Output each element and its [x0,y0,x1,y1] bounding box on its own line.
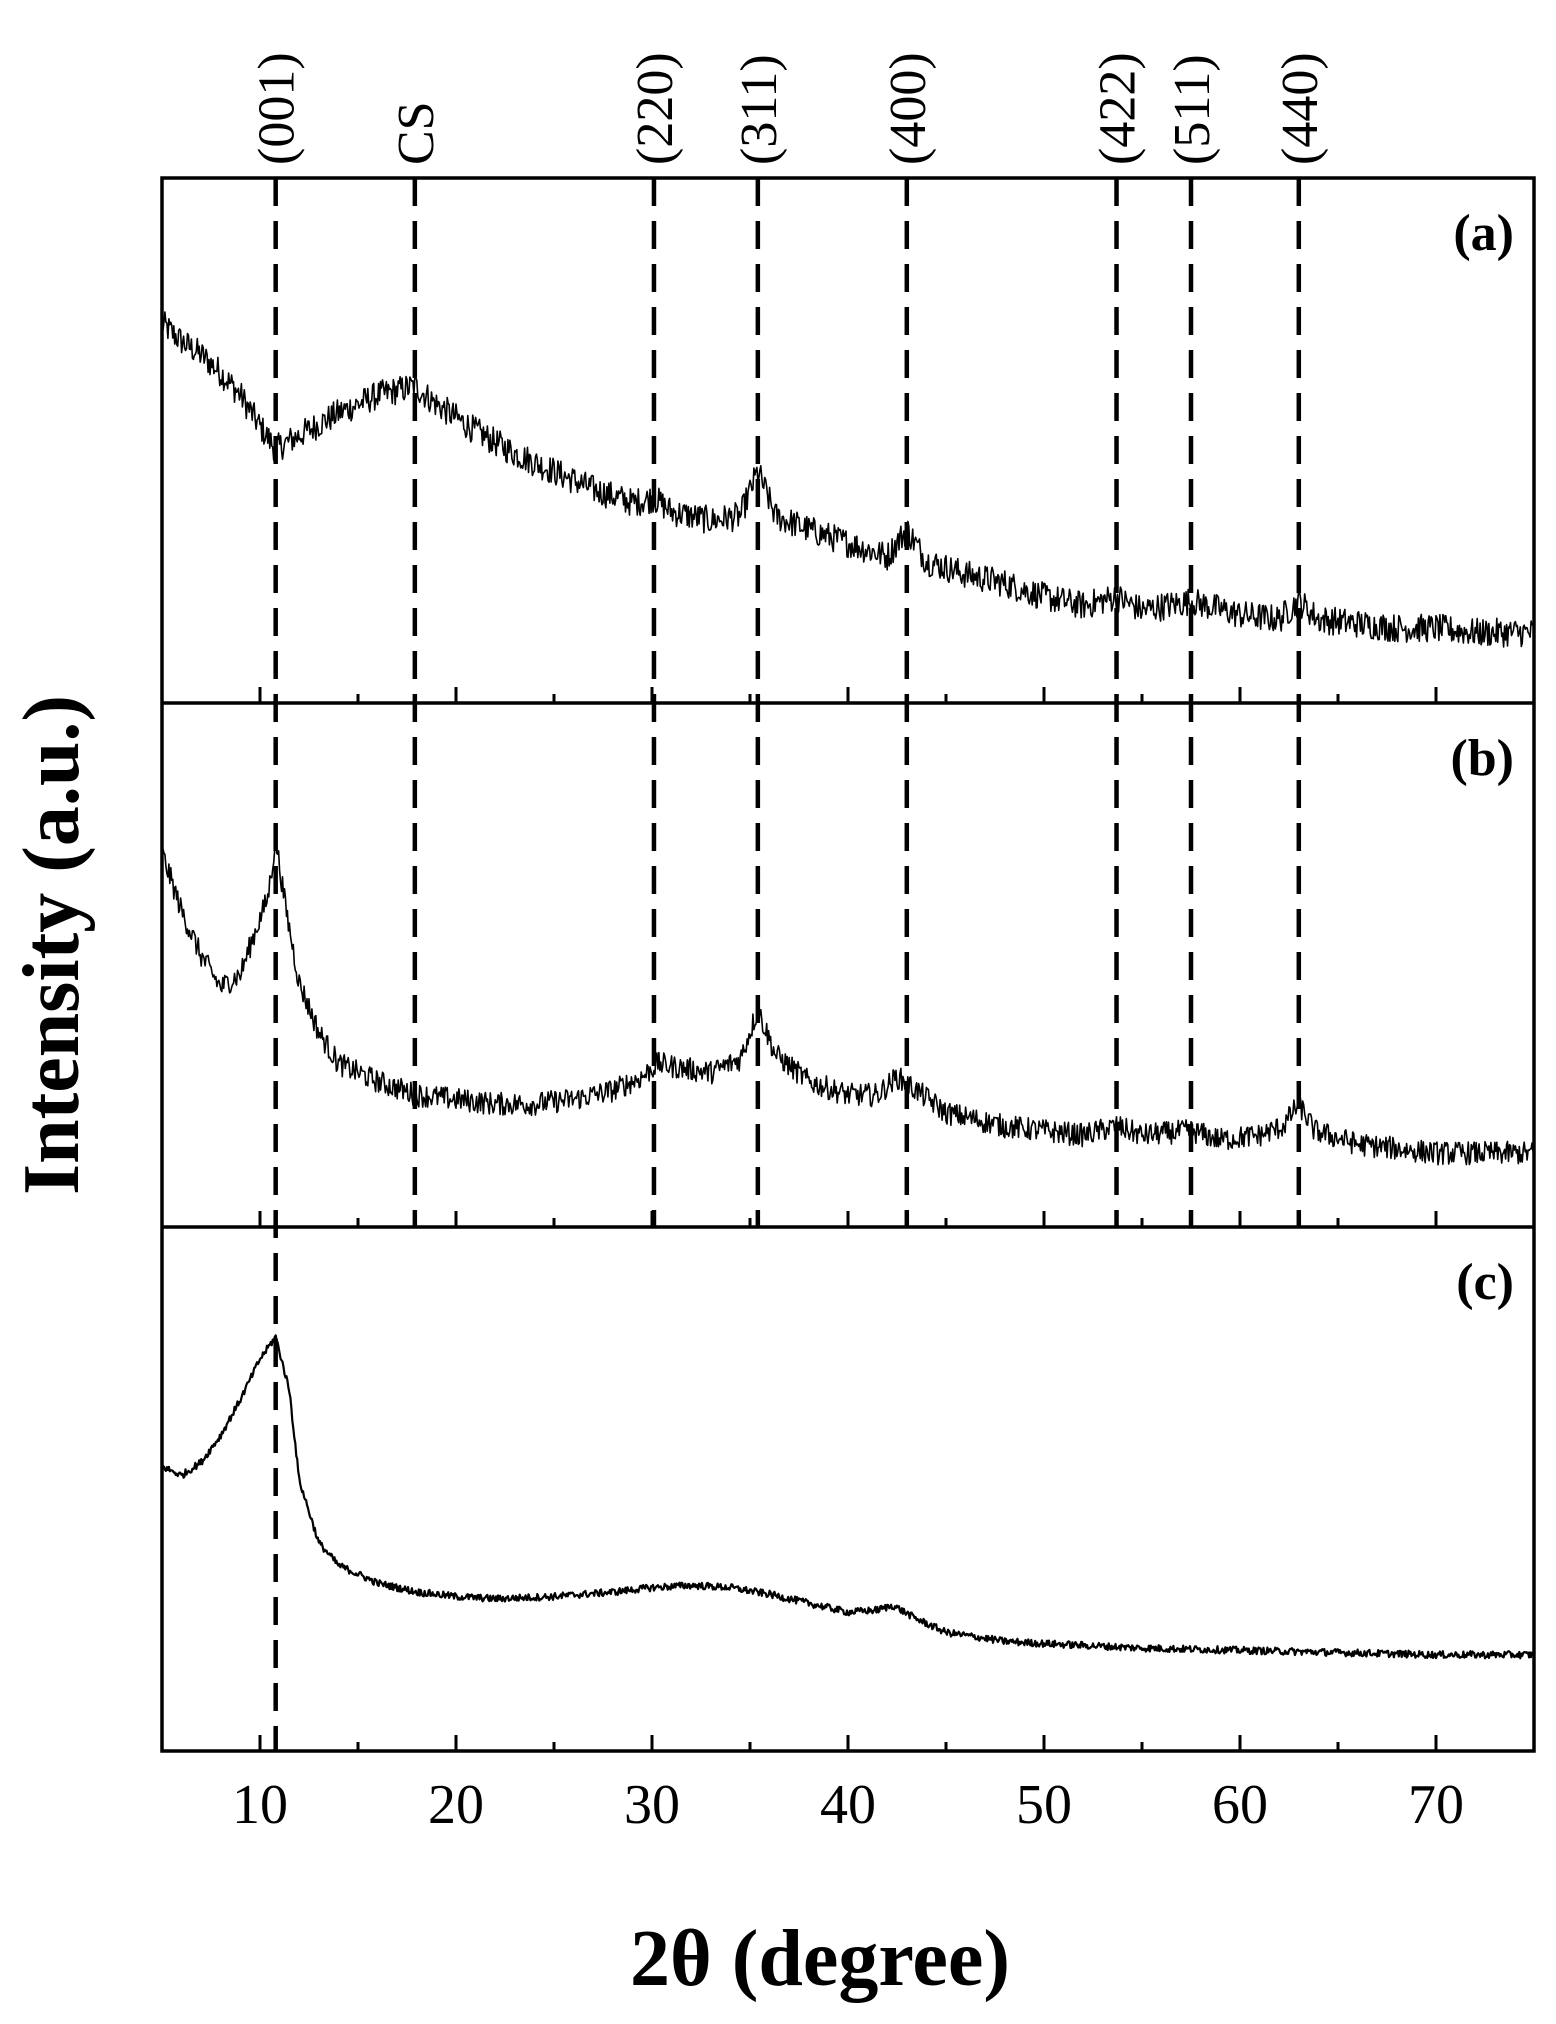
panel-label-2: (b) [1450,730,1514,787]
x-axis-ticks-layer: 10 20 30 40 50 60 70 [232,687,1464,1836]
reference-line-label-6: (422) [1090,52,1147,165]
reference-lines-layer: (001) CS (220) (311) (400) (422) (511) (440) [249,52,1329,1751]
y-axis-title: Intensity (a.u.) [8,695,96,1195]
reference-line-label-2: CS [388,101,445,165]
panel-label-3: (c) [1456,1254,1514,1311]
plot-frame [160,176,1536,1753]
reference-line-label-3: (220) [627,52,684,165]
x-tick-label: 70 [1408,1774,1464,1836]
x-tick-label: 10 [232,1774,288,1836]
panel-label-1: (a) [1453,205,1514,262]
reference-line-label-7: (511) [1164,54,1221,165]
traces-layer [160,311,1536,1660]
series-line-panel-3 [160,1334,1536,1660]
x-tick-label: 50 [1016,1774,1072,1836]
series-line-panel-1 [161,311,1535,648]
x-axis-title: 2θ (degree) [630,1915,1010,2003]
x-tick-label: 20 [428,1774,484,1836]
x-tick-label: 40 [820,1774,876,1836]
x-tick-label: 60 [1212,1774,1268,1836]
reference-line-label-4: (311) [731,54,788,165]
reference-line-label-8: (440) [1272,52,1329,165]
x-tick-label: 30 [624,1774,680,1836]
series-line-panel-2 [161,830,1535,1166]
panels-layer: (a) (b) (c) [160,176,1536,1753]
reference-line-label-5: (400) [880,52,937,165]
reference-line-label-1: (001) [249,52,306,165]
